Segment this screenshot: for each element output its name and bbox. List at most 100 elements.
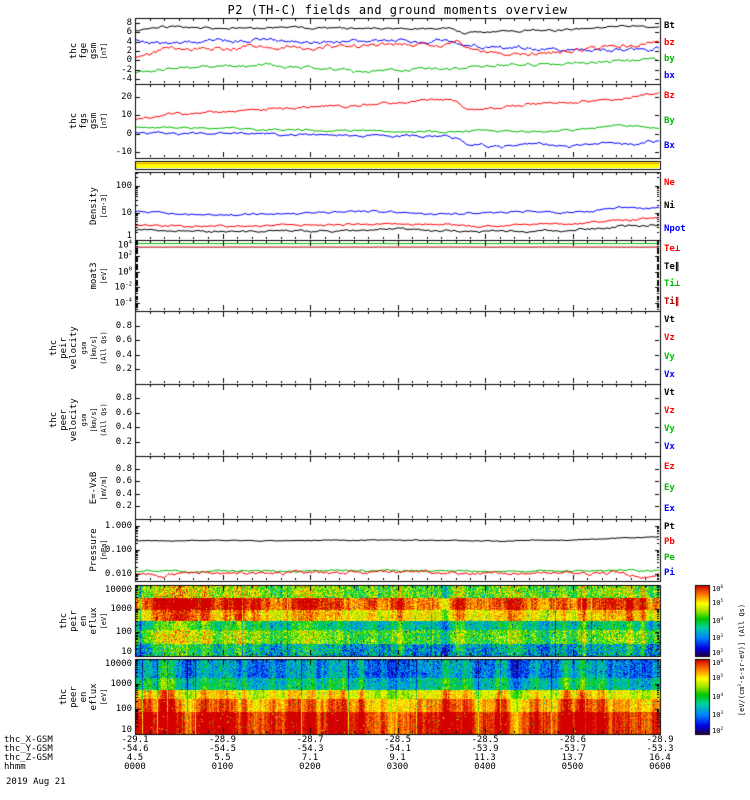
bottom-axis-value: -28.9	[208, 735, 237, 745]
ylabel-peir_spec: [eV]	[100, 612, 108, 629]
peir_spec-ytick: 10	[121, 647, 132, 657]
ylabel-fgs: [nT]	[100, 112, 108, 130]
fgs-ytick: 0	[126, 128, 132, 139]
legend-moat3-3: Ti∥	[664, 297, 680, 308]
peer_spec-ytick: 10	[121, 725, 132, 735]
peir_spec-ytick: 1000	[110, 603, 132, 614]
exb-ytick: 0.2	[115, 501, 132, 512]
colorbar-tick: 103	[712, 634, 724, 643]
legend-peir_vel-3: Vx	[664, 369, 675, 380]
bottom-axis-value: 5.5	[214, 753, 231, 763]
fge-ytick: -2	[121, 64, 132, 75]
colorbar-tick: 106	[712, 658, 724, 668]
ylabel-peer_spec: eflux	[89, 682, 99, 711]
bottom-axis-value: -53.3	[646, 744, 674, 754]
plot-title: P2 (TH-C) fields and ground moments over…	[227, 3, 568, 17]
colorbar-unit-label: [eV/(cm2-s-sr-eV)] (All Qs)	[737, 603, 747, 717]
legend-pressure-1: Pb	[664, 537, 675, 548]
exb-ytick: 0.4	[115, 488, 132, 499]
legend-pressure-0: Pt	[664, 521, 675, 532]
fge-ytick: 4	[126, 36, 132, 47]
ylabel-peir_spec: peir	[69, 609, 79, 632]
ylabel-fgs: fgs	[79, 112, 89, 130]
fgs-ytick: -10	[115, 147, 132, 158]
bottom-axis-value: -28.5	[471, 735, 499, 745]
ylabel-peer_vel: thc	[49, 411, 59, 429]
bottom-row-label: thc_X-GSM	[4, 735, 53, 745]
exb-ytick: 0.8	[115, 463, 132, 474]
ylabel-fgs: thc	[69, 112, 79, 130]
fge-ytick: -4	[121, 74, 132, 85]
bottom-axis-value: 0500	[561, 762, 584, 772]
bottom-axis-value: 7.1	[301, 753, 319, 763]
colorbar-tick: 105	[712, 598, 724, 607]
legend-peer_vel-3: Vx	[664, 442, 675, 452]
legend-peir_vel-1: Vz	[664, 333, 675, 344]
ylabel-peir_vel: velocity	[69, 325, 79, 370]
moat3-ytick: 100	[117, 266, 132, 278]
bottom-axis-value: 0300	[386, 762, 409, 772]
legend-exb-1: Ey	[664, 482, 675, 493]
ylabel-exb: E=-VxB	[89, 471, 99, 504]
bottom-axis-value: 0400	[474, 762, 496, 772]
ylabel-exb: [mV/m]	[100, 474, 108, 501]
ylabel-density: Density	[89, 187, 99, 225]
bottom-axis-value: 0000	[124, 762, 146, 772]
legend-fgs-0: Bz	[664, 91, 675, 102]
pressure-ytick: 0.100	[104, 545, 132, 555]
bottom-axis-value: 13.7	[561, 753, 584, 763]
legend-peir_vel-0: Vt	[664, 315, 675, 326]
bottom-axis-value: 0100	[211, 762, 234, 772]
ylabel-moat3: [eV]	[100, 267, 108, 284]
fge-ytick: 2	[126, 46, 132, 56]
moat3-ytick: 104	[117, 239, 132, 251]
legend-fgs-2: Bx	[664, 140, 675, 151]
bottom-axis-value: 4.5	[126, 753, 144, 763]
density-ytick: 100	[115, 180, 132, 191]
ylabel-peer_spec: [eV]	[100, 688, 108, 705]
ylabel-fge: [nT]	[100, 42, 108, 60]
bottom-axis-value: -53.9	[471, 744, 499, 754]
legend-exb-2: Ex	[664, 503, 675, 514]
peer_spec-ytick: 1000	[110, 679, 132, 689]
ylabel-fgs: gsm	[89, 112, 99, 130]
bottom-row-label: thc_Z-GSM	[4, 753, 53, 763]
legend-density-0: Ne	[664, 178, 675, 189]
ylabel-peer_spec: en	[79, 691, 89, 702]
ylabel-peer_spec: peer	[69, 685, 79, 708]
moat3-ytick: 10-2	[114, 281, 132, 293]
peer_vel-ytick: 0.2	[115, 436, 132, 447]
ylabel-peir_vel: (All Qs)	[100, 330, 108, 365]
ylabel-fge: fge	[79, 42, 89, 60]
bottom-axis-value: -28.9	[646, 735, 674, 745]
legend-density-1: Ni	[664, 201, 675, 211]
colorbar-tick: 104	[712, 692, 724, 701]
legend-fgs-1: By	[664, 116, 675, 126]
fge-ytick: 6	[126, 27, 132, 38]
ylabel-peir_spec: en	[79, 615, 89, 626]
ylabel-peer_vel: (All Qs)	[100, 403, 108, 437]
legend-exb-0: Ez	[664, 461, 675, 472]
bottom-axis-value: -54.6	[121, 744, 149, 754]
bottom-axis-value: 0600	[649, 762, 671, 772]
ylabel-peir_vel: [km/s]	[90, 334, 98, 361]
ylabel-peer_vel: peer	[59, 409, 69, 431]
ylabel-fge: thc	[69, 42, 79, 60]
density-ytick: 10	[121, 207, 132, 218]
colorbar-tick: 104	[712, 616, 724, 625]
peer_spec-ytick: 10000	[104, 659, 132, 669]
exb-ytick: 0.6	[115, 476, 132, 487]
bottom-axis-value: 11.3	[474, 753, 496, 763]
ylabel-peer_vel: [km/s]	[90, 407, 98, 433]
bottom-axis-value: 0200	[299, 762, 321, 772]
peer_spec-ytick: 100	[115, 704, 132, 714]
legend-moat3-0: Te⊥	[664, 243, 681, 254]
ylabel-peir_spec: eflux	[89, 606, 99, 635]
legend-fge-0: Bt	[664, 21, 675, 32]
bottom-axis-value: -28.7	[296, 735, 324, 745]
colorbar-tick: 102	[712, 726, 724, 736]
ylabel-fge: gsm	[89, 42, 99, 60]
ylabel-pressure: [nPa]	[100, 539, 108, 561]
legend-peir_vel-2: Vy	[664, 351, 675, 362]
